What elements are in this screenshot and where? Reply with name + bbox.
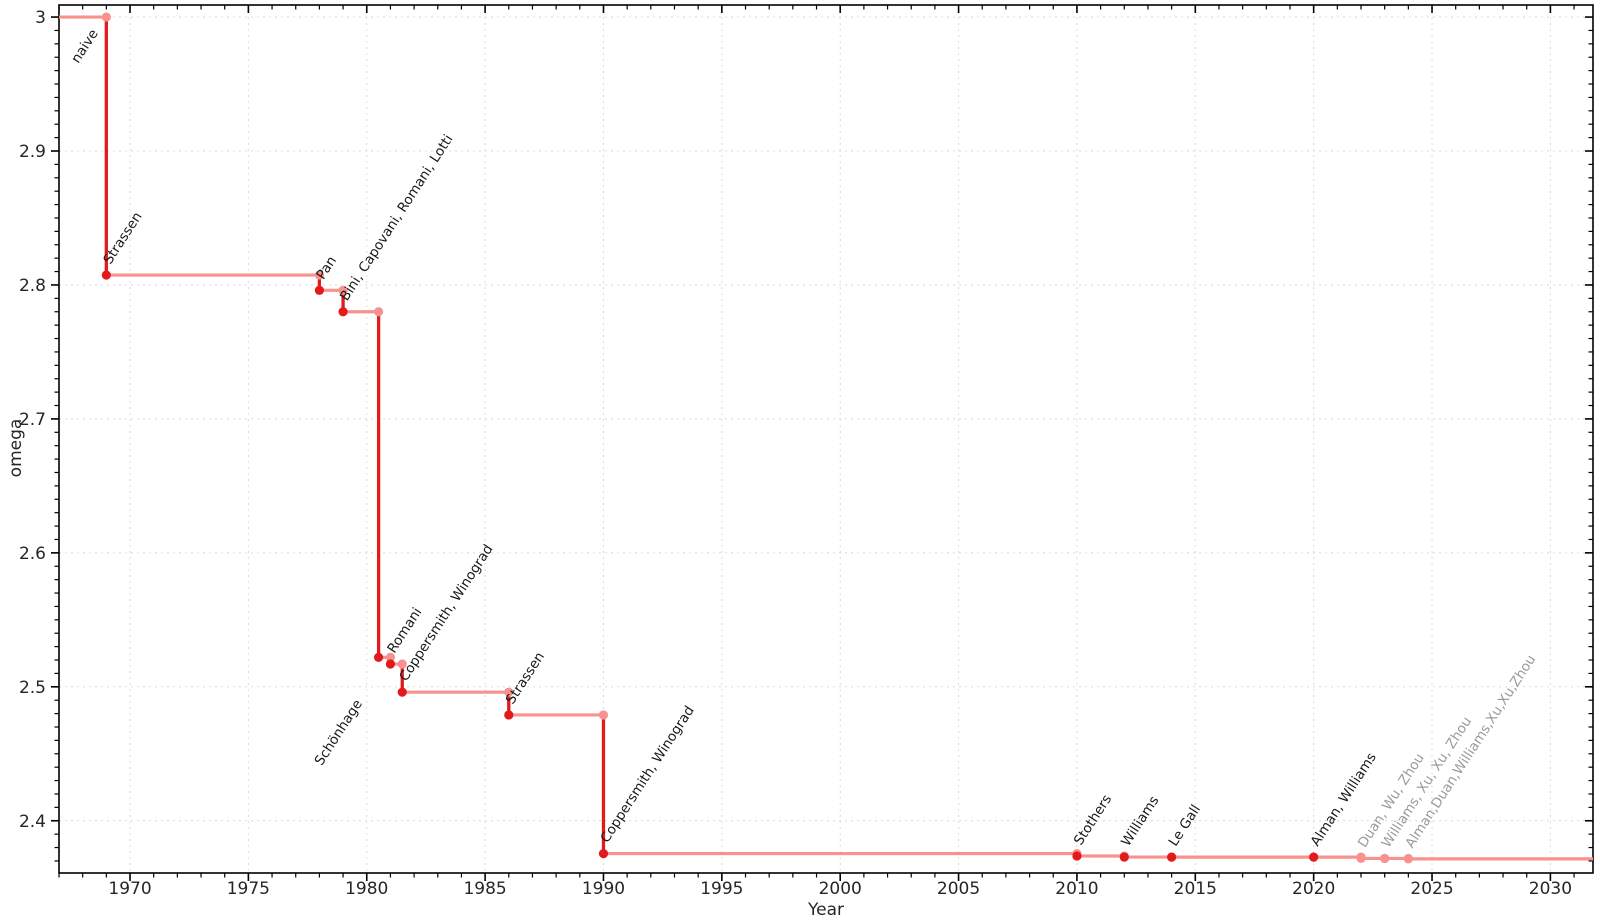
- y-tick-label: 2.5: [19, 678, 46, 698]
- y-tick-label: 2.8: [19, 276, 46, 296]
- data-point: [1119, 852, 1129, 862]
- data-point: [373, 652, 384, 662]
- data-point: [598, 848, 609, 859]
- x-tick-label: 1970: [108, 879, 151, 899]
- event-label: Stothers: [1071, 792, 1115, 848]
- y-tick-label: 2.9: [19, 142, 46, 162]
- x-tick-label: 2005: [937, 879, 980, 899]
- y-tick-label: 2.4: [19, 812, 46, 832]
- y-tick-label: 2.6: [19, 544, 46, 564]
- data-point: [1072, 851, 1082, 861]
- x-tick-label: 1980: [345, 879, 388, 899]
- plot-border: [58, 4, 1594, 874]
- x-tick-label: 2015: [1174, 879, 1217, 899]
- y-axis-title: omega: [6, 418, 26, 478]
- data-point: [504, 710, 514, 720]
- event-label: Strassen: [503, 649, 548, 707]
- previous-bound-point: [101, 12, 111, 22]
- data-point: [1309, 852, 1319, 862]
- event-label: Schönhage: [312, 697, 366, 769]
- x-tick-label: 1975: [227, 879, 270, 899]
- x-tick-label: 2030: [1529, 879, 1572, 899]
- y-tick-label: 2.7: [19, 410, 46, 430]
- previous-bound-point: [338, 285, 348, 295]
- x-tick-label: 2020: [1292, 879, 1335, 899]
- event-label: Williams: [1118, 793, 1162, 849]
- event-label: Coppersmith, Winograd: [597, 703, 697, 846]
- data-point: [1167, 852, 1177, 862]
- previous-bound-point: [385, 652, 396, 662]
- data-point: [1403, 854, 1413, 864]
- data-point: [338, 307, 348, 317]
- x-tick-label: 2025: [1410, 879, 1453, 899]
- event-label: Bini, Capovani, Romani, Lotti: [337, 132, 457, 304]
- x-tick-label: 2000: [819, 879, 862, 899]
- previous-bound-point: [504, 687, 514, 697]
- x-axis-title: Year: [808, 900, 844, 920]
- x-tick-label: 1995: [700, 879, 743, 899]
- x-tick-label: 1990: [582, 879, 625, 899]
- event-label: naive: [68, 27, 102, 67]
- event-label: Le Gall: [1166, 802, 1205, 849]
- y-tick-label: 3: [35, 8, 46, 28]
- previous-bound-point: [373, 307, 384, 317]
- x-tick-label: 1985: [463, 879, 506, 899]
- data-point: [397, 687, 407, 697]
- data-point: [385, 659, 396, 669]
- omega-step-line: [59, 15, 1593, 861]
- previous-bound-point: [397, 659, 407, 669]
- data-point: [101, 270, 111, 280]
- data-point: [1356, 853, 1366, 864]
- previous-bound-point: [598, 710, 609, 720]
- data-point: [1380, 853, 1390, 864]
- data-point: [314, 285, 325, 295]
- previous-bound-point: [314, 270, 325, 280]
- x-tick-label: 2010: [1055, 879, 1098, 899]
